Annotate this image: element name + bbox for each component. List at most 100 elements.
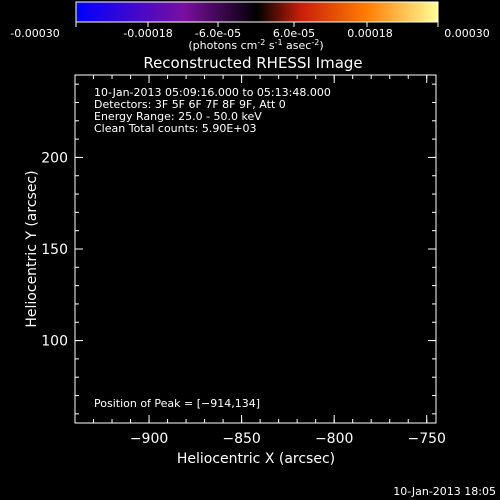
heatmap-cell: [360, 347, 369, 356]
heatmap-cell: [90, 241, 99, 250]
heatmap-cell: [217, 377, 227, 386]
heatmap-cell: [195, 309, 204, 318]
heatmap-cell: [278, 203, 287, 212]
heatmap-cell: [390, 407, 399, 417]
heatmap-cell: [330, 233, 339, 243]
heatmap-cell: [420, 75, 430, 84]
heatmap-cell: [353, 233, 362, 243]
heatmap-cell: [420, 415, 430, 423]
heatmap-cell: [360, 165, 369, 174]
heatmap-cell: [240, 370, 249, 379]
heatmap-cell: [263, 75, 272, 84]
heatmap-cell: [330, 392, 339, 401]
heatmap-cell: [217, 332, 227, 341]
heatmap-cell: [405, 180, 415, 190]
heatmap-cell: [210, 249, 219, 258]
heatmap-cell: [157, 90, 166, 99]
heatmap-cell: [300, 127, 309, 137]
heatmap-cell: [300, 271, 309, 280]
heatmap-cell: [82, 112, 91, 121]
heatmap-cell: [338, 339, 347, 348]
heatmap-cell: [383, 286, 392, 295]
heatmap-cell: [247, 105, 257, 114]
heatmap-cell: [202, 90, 211, 99]
heatmap-cell: [255, 173, 264, 182]
heatmap-cell: [270, 127, 279, 137]
heatmap-cell: [157, 233, 166, 243]
heatmap-cell: [97, 135, 106, 144]
heatmap-cell: [353, 173, 362, 182]
heatmap-cell: [323, 309, 332, 318]
heatmap-cell: [263, 218, 272, 227]
heatmap-cell: [413, 75, 422, 84]
heatmap-cell: [75, 415, 84, 423]
heatmap-cell: [360, 324, 369, 333]
heatmap-cell: [300, 362, 309, 371]
heatmap-cell: [240, 143, 249, 152]
heatmap-cell: [165, 407, 174, 417]
heatmap-cell: [127, 392, 136, 401]
heatmap-cell: [195, 165, 204, 174]
heatmap-cell: [120, 112, 129, 121]
heatmap-cell: [353, 112, 362, 121]
heatmap-cell: [105, 271, 114, 280]
heatmap-cell: [225, 135, 234, 144]
heatmap-cell: [420, 218, 430, 227]
heatmap-cell: [345, 150, 354, 159]
chart-title: Reconstructed RHESSI Image: [143, 54, 362, 72]
heatmap-cell: [82, 105, 91, 114]
heatmap-cell: [187, 196, 196, 205]
heatmap-cell: [398, 271, 407, 280]
heatmap-cell: [255, 75, 264, 84]
heatmap-cell: [398, 264, 407, 273]
heatmap-cell: [210, 354, 219, 364]
heatmap-cell: [293, 233, 302, 243]
heatmap-cell: [75, 82, 84, 91]
heatmap-cell: [82, 407, 91, 417]
heatmap-cell: [202, 301, 211, 311]
heatmap-cell: [278, 370, 287, 379]
heatmap-cell: [285, 407, 294, 417]
heatmap-cell: [285, 241, 294, 250]
heatmap-cell: [240, 415, 249, 423]
heatmap-cell: [82, 332, 91, 341]
heatmap-cell: [375, 324, 384, 333]
heatmap-cell: [278, 354, 287, 364]
heatmap-cell: [90, 385, 99, 394]
heatmap-cell: [112, 392, 121, 401]
heatmap-cell: [255, 301, 264, 311]
heatmap-cell: [413, 256, 422, 265]
heatmap-cell: [263, 135, 272, 144]
heatmap-cell: [82, 241, 91, 250]
heatmap-cell: [172, 324, 181, 333]
heatmap-cell: [308, 301, 317, 311]
heatmap-cell: [323, 347, 332, 356]
heatmap-cell: [308, 97, 317, 106]
heatmap-cell: [135, 233, 144, 243]
heatmap-cell: [247, 203, 257, 212]
heatmap-cell: [270, 226, 279, 235]
heatmap-cell: [360, 332, 369, 341]
heatmap-cell: [405, 294, 415, 303]
heatmap-cell: [345, 211, 354, 220]
heatmap-cell: [225, 211, 234, 220]
heatmap-cell: [120, 385, 129, 394]
heatmap-cell: [383, 143, 392, 152]
heatmap-cell: [345, 339, 354, 348]
heatmap-cell: [142, 90, 151, 99]
heatmap-cell: [112, 294, 121, 303]
heatmap-cell: [413, 415, 422, 423]
heatmap-cell: [97, 271, 106, 280]
heatmap-cell: [398, 226, 407, 235]
heatmap-cell: [157, 196, 166, 205]
heatmap-cell: [375, 105, 384, 114]
heatmap-cell: [293, 309, 302, 318]
heatmap-cell: [390, 226, 399, 235]
heatmap-cell: [338, 271, 347, 280]
heatmap-cell: [195, 264, 204, 273]
heatmap-cell: [345, 233, 354, 243]
heatmap-cell: [97, 211, 106, 220]
heatmap-cell: [135, 112, 144, 121]
heatmap-cell: [135, 249, 144, 258]
heatmap-cell: [82, 309, 91, 318]
